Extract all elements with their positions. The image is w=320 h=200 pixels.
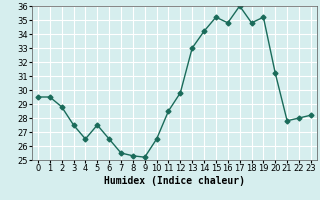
X-axis label: Humidex (Indice chaleur): Humidex (Indice chaleur) bbox=[104, 176, 245, 186]
